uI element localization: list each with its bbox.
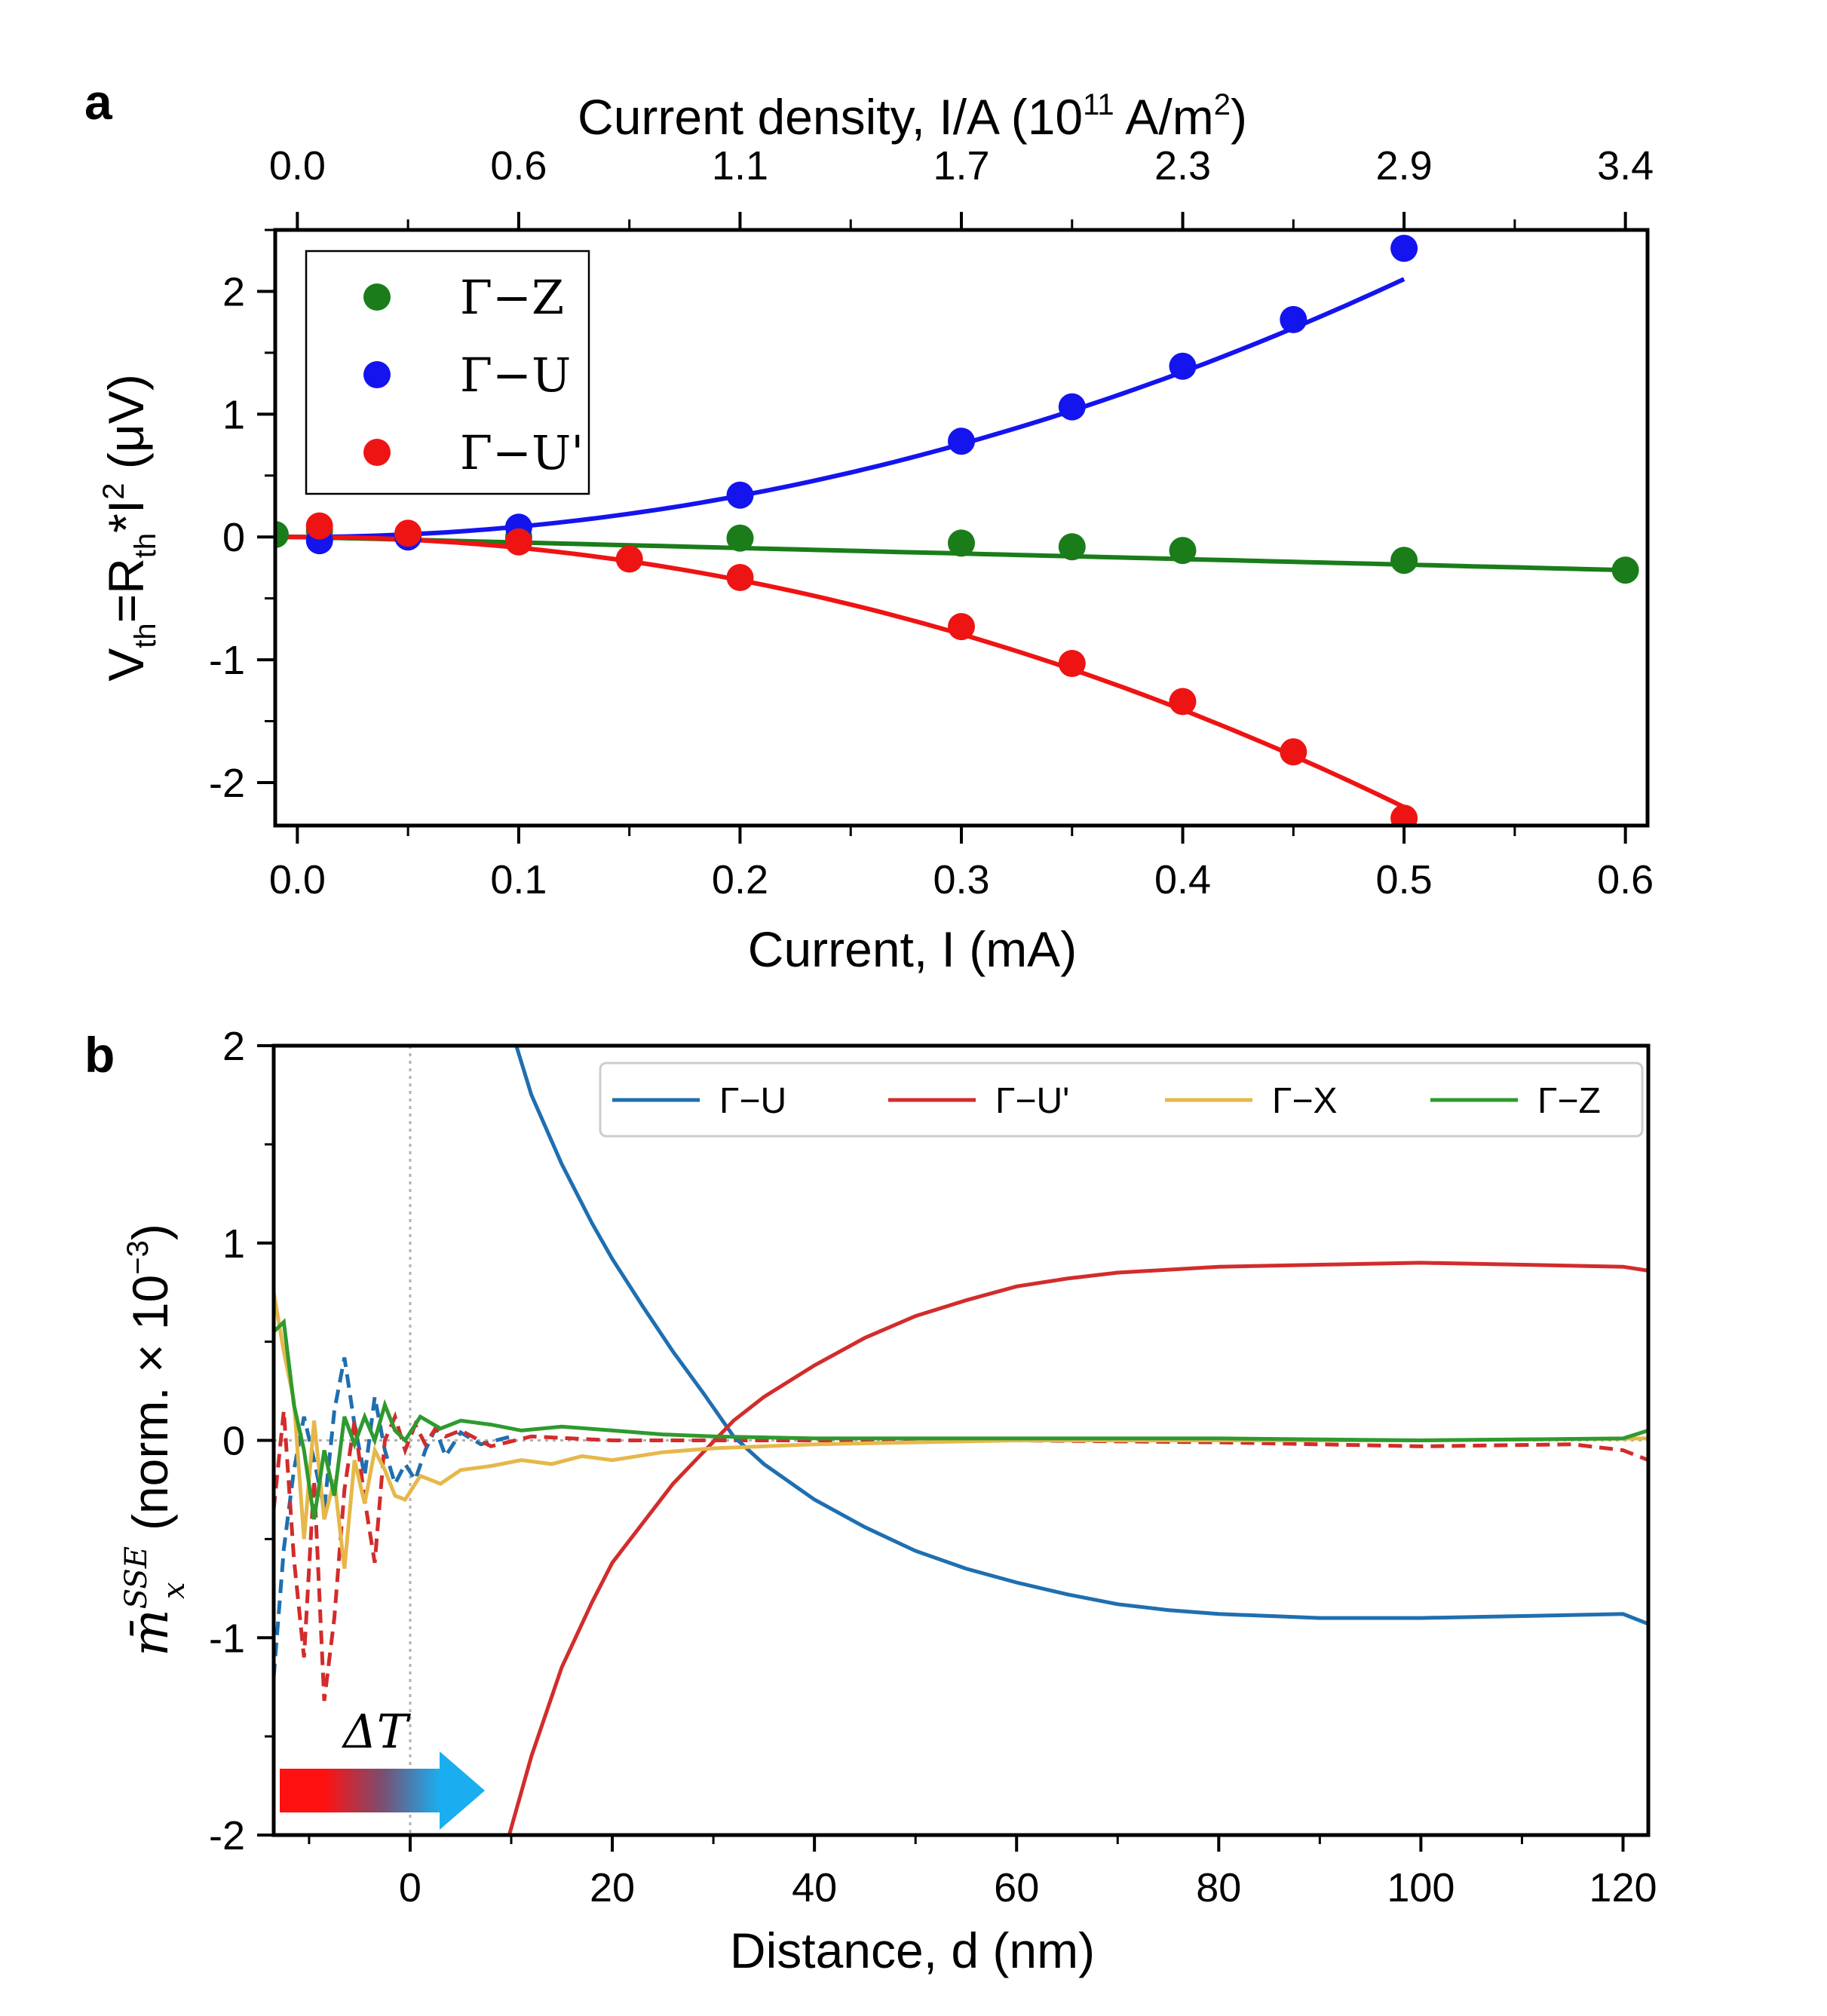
data-point-gu xyxy=(1058,393,1086,421)
x-tick-label-b: 40 xyxy=(792,1865,837,1910)
top-tick-label: 2.9 xyxy=(1376,143,1433,188)
data-point-guprime xyxy=(1169,688,1197,715)
data-point-gz xyxy=(1390,547,1418,574)
y-axis-label: Vth=Rth*I2 (μV) xyxy=(97,374,162,682)
y-axis-ticks-b: -2 -1 0 1 2 xyxy=(209,1024,274,1858)
plot-area-a xyxy=(275,234,1639,826)
x-axis-label: Current, I (mA) xyxy=(748,921,1077,977)
x-tick-label: 0.2 xyxy=(712,857,768,902)
legend-label-b-gx: Γ−X xyxy=(1272,1081,1337,1121)
top-tick-label: 1.7 xyxy=(933,143,989,188)
top-tick-label: 0.6 xyxy=(490,143,547,188)
data-point-gu xyxy=(948,427,975,455)
y-tick-label-b: 2 xyxy=(222,1024,245,1069)
x-tick-label-b: 20 xyxy=(590,1865,635,1910)
legend-label-guprime: Γ−U' xyxy=(460,425,584,480)
data-point-guprime xyxy=(726,564,754,591)
x-tick-label: 0.5 xyxy=(1376,857,1433,902)
legend-frame-b xyxy=(599,1062,1644,1138)
y-axis-ticks: -2 -1 0 1 2 xyxy=(209,228,275,806)
x-tick-label: 0.6 xyxy=(1597,857,1654,902)
legend-marker-gu xyxy=(363,361,391,388)
data-point-gz xyxy=(1611,556,1639,584)
data-point-guprime xyxy=(1280,738,1307,766)
x-tick-label-b: 80 xyxy=(1196,1865,1241,1910)
data-point-guprime xyxy=(1058,650,1086,677)
panel-b: b 0 20 40 60 80 100 120 -2 -1 0 1 2 Distance, d (n… xyxy=(84,1024,1657,1978)
data-point-guprime xyxy=(1390,804,1418,826)
series-solid-b_gx xyxy=(274,1291,1648,1569)
gradient-arrow xyxy=(280,1751,485,1830)
x-axis-label-b: Distance, d (nm) xyxy=(730,1923,1095,1978)
y-tick-label: -1 xyxy=(209,638,245,683)
x-tick-label-b: 0 xyxy=(399,1865,421,1910)
x-axis-ticks: 0.0 0.1 0.2 0.3 0.4 0.5 0.6 xyxy=(269,826,1654,902)
legend-a: Γ−Z Γ−U Γ−U' xyxy=(305,250,590,495)
data-point-gz xyxy=(1169,537,1197,565)
legend-b: Γ−U Γ−U' Γ−X Γ−Z xyxy=(599,1062,1644,1138)
panel-label-a: a xyxy=(84,74,113,130)
y-tick-label-b: -1 xyxy=(209,1616,245,1661)
data-point-gu xyxy=(1169,352,1197,380)
data-point-gz xyxy=(726,524,754,552)
data-point-gu xyxy=(1280,305,1307,333)
series-dashed-b_guprime xyxy=(274,1410,1648,1702)
data-point-guprime xyxy=(948,613,975,641)
y-tick-label: 0 xyxy=(222,515,245,560)
y-tick-label-b: 0 xyxy=(222,1419,245,1464)
legend-label-b-gu: Γ−U xyxy=(719,1081,786,1121)
y-tick-label: 1 xyxy=(222,392,245,437)
y-tick-label: 2 xyxy=(222,269,245,314)
legend-label-gz: Γ−Z xyxy=(460,270,564,325)
y-tick-label-b: 1 xyxy=(222,1221,245,1267)
x-tick-label: 0.0 xyxy=(269,857,326,902)
legend-frame xyxy=(305,250,590,495)
fit-line-gu xyxy=(275,277,1406,540)
series-solid-b_gu xyxy=(514,1046,1648,1626)
top-tick-label: 0.0 xyxy=(269,143,326,188)
legend-marker-guprime xyxy=(363,439,391,466)
data-point-gu xyxy=(1390,234,1418,262)
data-point-gz xyxy=(1058,533,1086,561)
x-tick-label-b: 100 xyxy=(1387,1865,1455,1910)
data-point-guprime xyxy=(504,528,532,556)
delta-t-arrow: ΔT xyxy=(280,1704,485,1830)
x-tick-label: 0.3 xyxy=(933,857,989,902)
top-tick-label: 2.3 xyxy=(1154,143,1211,188)
x-tick-label-b: 60 xyxy=(994,1865,1039,1910)
fit-line-guprime xyxy=(275,535,1406,810)
series-solid-b_gz xyxy=(274,1318,1648,1520)
top-axis-label: Current density, I/A (1011 A/m2) xyxy=(578,88,1247,145)
top-axis-ticks: 0.0 0.6 1.1 1.7 2.3 2.9 3.4 xyxy=(269,143,1654,230)
data-point-gu xyxy=(726,481,754,509)
plot-frame-b xyxy=(271,1043,1651,1837)
series-dashed-b_gu xyxy=(274,1357,512,1677)
data-point-gz xyxy=(275,521,289,548)
plot-frame-a xyxy=(273,228,1650,828)
panel-a: a Current density, I/A (1011 A/m2) 0.0 0.… xyxy=(84,74,1654,977)
legend-label-b-gz: Γ−Z xyxy=(1537,1081,1601,1121)
data-point-guprime xyxy=(615,545,643,573)
legend-label-gu: Γ−U xyxy=(460,348,571,403)
top-tick-label: 3.4 xyxy=(1597,143,1654,188)
legend-marker-gz xyxy=(363,283,391,311)
x-axis-ticks-b: 0 20 40 60 80 100 120 xyxy=(308,1835,1657,1910)
delta-t-label: ΔT xyxy=(342,1704,412,1759)
x-tick-label: 0.4 xyxy=(1154,857,1211,902)
plot-area-b xyxy=(274,1046,1648,1835)
panel-label-b: b xyxy=(84,1027,115,1083)
data-point-guprime xyxy=(394,519,422,547)
data-point-gz xyxy=(948,529,975,557)
series-solid-b_guprime xyxy=(507,1261,1648,1835)
data-point-guprime xyxy=(305,512,333,540)
y-tick-label: -2 xyxy=(209,761,245,806)
top-tick-label: 1.1 xyxy=(712,143,768,188)
y-tick-label-b: -2 xyxy=(209,1813,245,1858)
x-tick-label: 0.1 xyxy=(490,857,547,902)
x-tick-label-b: 120 xyxy=(1589,1865,1657,1910)
legend-label-b-guprime: Γ−U' xyxy=(995,1081,1069,1121)
y-axis-label-b: m̄SSE x (norm. × 10−3) xyxy=(119,1224,192,1656)
